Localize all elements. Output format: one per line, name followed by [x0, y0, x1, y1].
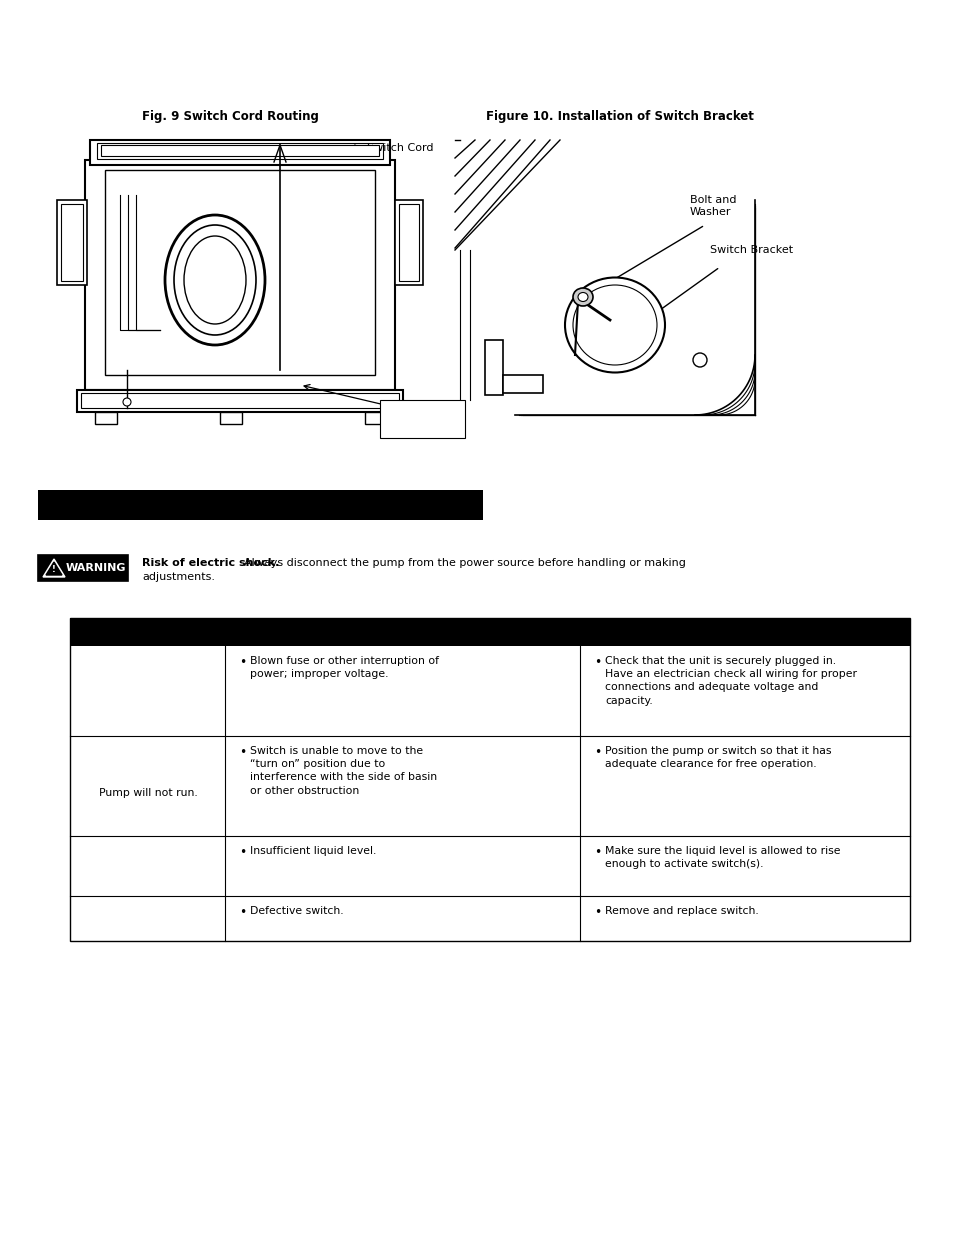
- Bar: [57, 200, 87, 285]
- Bar: [81, 393, 398, 408]
- Bar: [101, 144, 378, 156]
- Bar: [220, 412, 242, 424]
- Bar: [61, 204, 83, 282]
- Bar: [398, 204, 418, 282]
- Ellipse shape: [564, 278, 664, 373]
- Text: •: •: [239, 846, 246, 860]
- Bar: [95, 412, 117, 424]
- Ellipse shape: [573, 288, 593, 306]
- Text: Remove and replace switch.: Remove and replace switch.: [604, 906, 758, 916]
- Bar: [38, 555, 128, 580]
- Text: •: •: [594, 656, 600, 669]
- Bar: [502, 375, 542, 393]
- Text: Check that the unit is securely plugged in.
Have an electrician check all wiring: Check that the unit is securely plugged …: [604, 656, 856, 705]
- Text: Make sure the liquid level is allowed to rise
enough to activate switch(s).: Make sure the liquid level is allowed to…: [604, 846, 840, 869]
- Text: Blown fuse or other interruption of
power; improper voltage.: Blown fuse or other interruption of powe…: [250, 656, 438, 679]
- Ellipse shape: [573, 285, 657, 366]
- Text: Risk of electric shock.: Risk of electric shock.: [142, 558, 279, 568]
- Ellipse shape: [692, 353, 706, 367]
- Text: Switch Bracket: Switch Bracket: [709, 245, 792, 254]
- Polygon shape: [46, 562, 62, 576]
- Text: •: •: [239, 906, 246, 919]
- Bar: [70, 618, 909, 646]
- Bar: [365, 412, 387, 424]
- Bar: [97, 143, 382, 159]
- Text: !: !: [52, 566, 56, 574]
- Bar: [77, 390, 402, 412]
- Bar: [484, 340, 502, 395]
- Text: adjustments.: adjustments.: [142, 572, 214, 582]
- Text: Internal
inlet hub: Internal inlet hub: [398, 409, 445, 430]
- Bar: [70, 618, 909, 941]
- Text: Pump will not run.: Pump will not run.: [98, 788, 197, 799]
- Ellipse shape: [123, 398, 131, 406]
- Bar: [105, 170, 375, 375]
- Bar: [379, 400, 464, 438]
- Text: •: •: [594, 746, 600, 760]
- Ellipse shape: [173, 225, 255, 335]
- Text: Bolt and
Washer: Bolt and Washer: [689, 195, 736, 216]
- Text: Figure 10. Installation of Switch Bracket: Figure 10. Installation of Switch Bracke…: [485, 110, 753, 124]
- Text: Fig. 9 Switch Cord Routing: Fig. 9 Switch Cord Routing: [141, 110, 318, 124]
- Text: Switch Cord: Switch Cord: [367, 143, 433, 153]
- Ellipse shape: [184, 236, 246, 324]
- Bar: [38, 490, 482, 520]
- Text: Switch is unable to move to the
“turn on” position due to
interference with the : Switch is unable to move to the “turn on…: [250, 746, 436, 795]
- Text: WARNING: WARNING: [66, 563, 127, 573]
- Text: •: •: [239, 656, 246, 669]
- Text: •: •: [594, 906, 600, 919]
- Text: •: •: [239, 746, 246, 760]
- Bar: [85, 161, 395, 390]
- Ellipse shape: [578, 293, 587, 301]
- Text: Always disconnect the pump from the power source before handling or making: Always disconnect the pump from the powe…: [236, 558, 685, 568]
- Text: Defective switch.: Defective switch.: [250, 906, 343, 916]
- Text: Position the pump or switch so that it has
adequate clearance for free operation: Position the pump or switch so that it h…: [604, 746, 831, 769]
- Text: Insufficient liquid level.: Insufficient liquid level.: [250, 846, 376, 856]
- Text: •: •: [594, 846, 600, 860]
- Bar: [395, 200, 422, 285]
- Bar: [90, 140, 390, 165]
- Polygon shape: [43, 559, 65, 577]
- Ellipse shape: [165, 215, 265, 345]
